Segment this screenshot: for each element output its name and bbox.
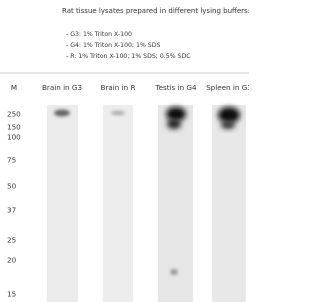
marker-label: 75 [7, 156, 16, 165]
band [54, 110, 70, 117]
lane-label: Brain in G3 [42, 83, 82, 92]
band [218, 107, 240, 123]
buffer-note: - G4: 1% Triton X-100; 1% SDS [66, 42, 160, 49]
marker-label: 100 [7, 133, 21, 142]
lane [212, 105, 246, 302]
band [111, 111, 125, 115]
marker-label: 37 [7, 206, 16, 215]
marker-label: 25 [7, 236, 16, 245]
buffer-note: - G3: 1% Triton X-100 [66, 31, 132, 38]
buffer-note: - R: 1% Triton X-100; 1% SDS; 0.5% SDC [66, 53, 191, 60]
marker-label: 50 [7, 182, 17, 191]
marker-header: M [11, 83, 17, 92]
lane [103, 105, 133, 302]
marker-label: 20 [7, 256, 17, 265]
blot-figure: Rat tissue lysates prepared in different… [0, 0, 249, 302]
band [167, 119, 181, 129]
lanes [47, 105, 246, 302]
page: {"header":{"title":"Rat tissue lysates p… [0, 0, 249, 302]
title: Rat tissue lysates prepared in different… [62, 7, 249, 15]
lane-label: Brain in R [101, 83, 136, 92]
band [221, 121, 235, 129]
band [170, 269, 178, 275]
marker-label: 15 [7, 290, 16, 299]
marker-label: 250 [7, 110, 21, 119]
lane [47, 105, 78, 302]
lane-label: Testis in G4 [154, 83, 197, 92]
lane-label: Spleen in G3 [206, 83, 249, 92]
marker-label: 150 [7, 123, 21, 132]
band [166, 107, 186, 121]
